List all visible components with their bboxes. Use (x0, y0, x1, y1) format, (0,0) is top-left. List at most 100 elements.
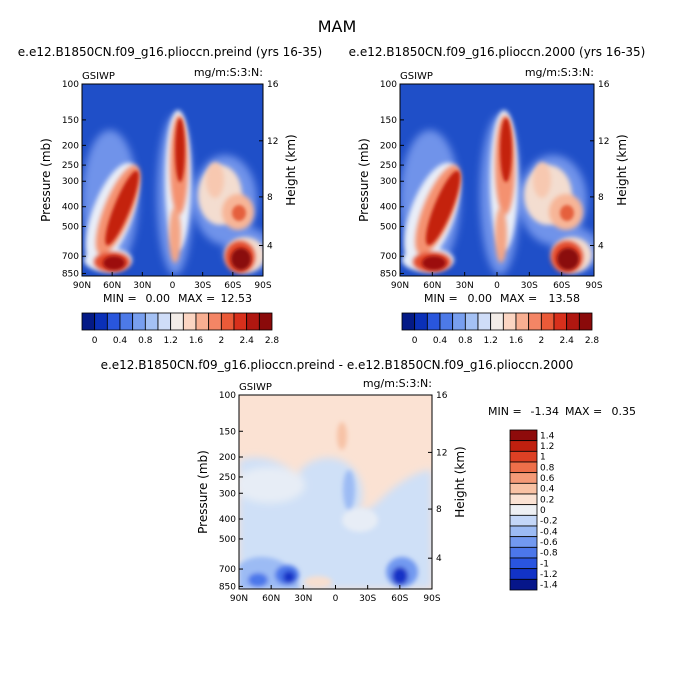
panel1-colorbar-swatch (195, 312, 210, 331)
panel1-x-tick-label: 30S (194, 281, 211, 291)
panel1-y-tick-label: 700 (62, 252, 79, 262)
panel2-colorbar-swatch (528, 312, 542, 331)
panel3-max-value: 0.35 (612, 405, 637, 418)
panel2-x-tick-label: 30S (521, 281, 538, 291)
panel2-colorbar-label: 0.8 (458, 336, 473, 346)
panel3-colorbar-label: -1 (540, 559, 549, 569)
panel3-colorbar-label: -0.2 (540, 517, 558, 527)
panel1-blob (103, 256, 125, 270)
panel3-y-tick-label: 500 (219, 535, 236, 545)
panel1-colorbar-swatch (106, 312, 121, 331)
panel2-units-label: mg/m:S:3:N: (525, 66, 594, 79)
panel2-x-tick-label: 60S (553, 281, 570, 291)
panel1-colorbar-swatch (81, 312, 96, 331)
panel1-height-tick-label: 8 (267, 193, 273, 203)
panel1-colorbar-swatch (157, 312, 172, 331)
panel3-min-value: -1.34 (531, 405, 559, 418)
panel2-y-tick-label: 100 (380, 80, 397, 90)
panel3-colorbar-label: -0.6 (540, 538, 558, 548)
panel2-height-tick-label: 12 (598, 137, 609, 147)
panel2-colorbar-label: 2.8 (585, 336, 600, 346)
panel1-contour-field (82, 84, 263, 276)
panel1-colorbar-swatch (220, 312, 235, 331)
panel2-colorbar-swatch (477, 312, 492, 331)
panel3-axes: 90N 60N 30N 0 30S 60S 90S 100 150 200 250 300 400 500… (196, 391, 467, 604)
panel1-colorbar-label: 2.8 (265, 336, 280, 346)
panel3-x-tick-label: 0 (333, 594, 339, 604)
panel2-y-tick-label: 250 (380, 161, 397, 171)
panel2-colorbar-label: 1.2 (484, 336, 498, 346)
panel2-height-tick-label: 4 (598, 242, 604, 252)
panel2-y-tick-label: 150 (380, 116, 397, 126)
panel3-colorbar-label: -0.8 (540, 549, 558, 559)
panel1-colorbar-label: 2.4 (240, 336, 255, 346)
panel2-blob (533, 162, 551, 198)
panel2-blob (500, 118, 512, 182)
panel2-right-axis-title: Height (km) (615, 134, 629, 205)
panel3-colorbar-label: 0.4 (540, 485, 555, 495)
panel3-colorbar-label: -0.4 (540, 527, 558, 537)
panel2-colorbar-swatch (502, 312, 517, 331)
panel3-colorbar-swatch (509, 429, 538, 442)
panel3-colorbar-label: 0.2 (540, 495, 554, 505)
panel1-blob (206, 162, 224, 198)
panel2-y-tick-label: 700 (380, 252, 397, 262)
page-title: MAM (318, 17, 357, 36)
panel2-colorbar-label: 0 (412, 336, 418, 346)
panel1-colorbar-swatch (132, 312, 146, 331)
panel2-y-tick-label: 500 (380, 222, 397, 232)
panel3-colorbar-swatch (509, 461, 538, 474)
panel1-x-tick-label: 30N (133, 281, 151, 291)
panel2-variable-label: GSIWP (400, 71, 433, 82)
panel-difference: e.e12.B1850CN.f09_g16.plioccn.preind - e… (101, 358, 636, 604)
panel3-height-tick-label: 12 (436, 448, 447, 458)
panel3-colorbar-label: 1 (540, 453, 546, 463)
panel3-x-tick-label: 30N (294, 594, 312, 604)
panel1-blob (169, 207, 181, 263)
panel1-colorbar-swatch (208, 312, 222, 331)
panel3-y-tick-label: 100 (219, 391, 236, 401)
panel1-max-label: MAX = (178, 292, 215, 305)
panel1-y-tick-label: 100 (62, 80, 79, 90)
panel1-x-tick-label: 90S (254, 281, 271, 291)
panel2-min-label: MIN = (424, 292, 458, 305)
panel2-colorbar-label: 1.6 (509, 336, 524, 346)
panel3-height-tick-label: 8 (436, 505, 442, 515)
panel3-x-tick-label: 60S (391, 594, 408, 604)
panel3-x-tick-label: 90S (423, 594, 440, 604)
panel2-y-axis-title: Pressure (mb) (357, 138, 371, 222)
panel3-colorbar-swatch (509, 472, 538, 484)
panel1-colorbar-swatch (119, 312, 134, 331)
panel2-y-tick-label: 300 (380, 177, 397, 187)
panel2-colorbar-swatch (464, 312, 479, 331)
panel3-min-label: MIN = (488, 405, 522, 418)
panel2-colorbar-swatch (578, 312, 593, 331)
panel3-colorbar-label: 0.8 (540, 463, 555, 473)
panel1-colorbar-swatch (170, 312, 184, 331)
panel1-y-tick-label: 500 (62, 222, 79, 232)
panel2-blob (425, 170, 461, 246)
panel3-colorbar-swatch (509, 525, 538, 538)
panel3-colorbar-swatch (509, 578, 538, 591)
panel3-colorbar-label: 1.2 (540, 442, 554, 452)
panel1-colorbar-label: 1.6 (189, 336, 204, 346)
panel3-blob (337, 422, 347, 450)
panel3-y-tick-label: 200 (219, 453, 236, 463)
panel2-colorbar-swatch (515, 312, 530, 331)
panel2-colorbar-swatch (566, 312, 580, 331)
panel1-y-tick-label: 150 (62, 116, 79, 126)
panel2-x-tick-label: 30N (456, 281, 474, 291)
panel1-colorbar-label: 0 (92, 336, 98, 346)
panel3-x-tick-label: 90N (230, 594, 248, 604)
panel2-blob (495, 207, 507, 263)
panel1-blob (232, 205, 246, 221)
panel3-colorbar-swatch (509, 514, 538, 527)
panel3-colorbar-swatch (509, 504, 538, 516)
panel2-x-tick-label: 90S (585, 281, 602, 291)
panel1-height-tick-label: 16 (267, 80, 279, 90)
panel1-y-tick-label: 850 (62, 269, 79, 279)
panel2-axes: 90N 60N 30N 0 30S 60S 90S 100 150 200 250 300 400 500… (357, 80, 629, 291)
panel3-colorbar-swatch (509, 493, 538, 506)
panel1-right-axis-title: Height (km) (284, 134, 298, 205)
panel2-x-tick-label: 0 (494, 281, 500, 291)
